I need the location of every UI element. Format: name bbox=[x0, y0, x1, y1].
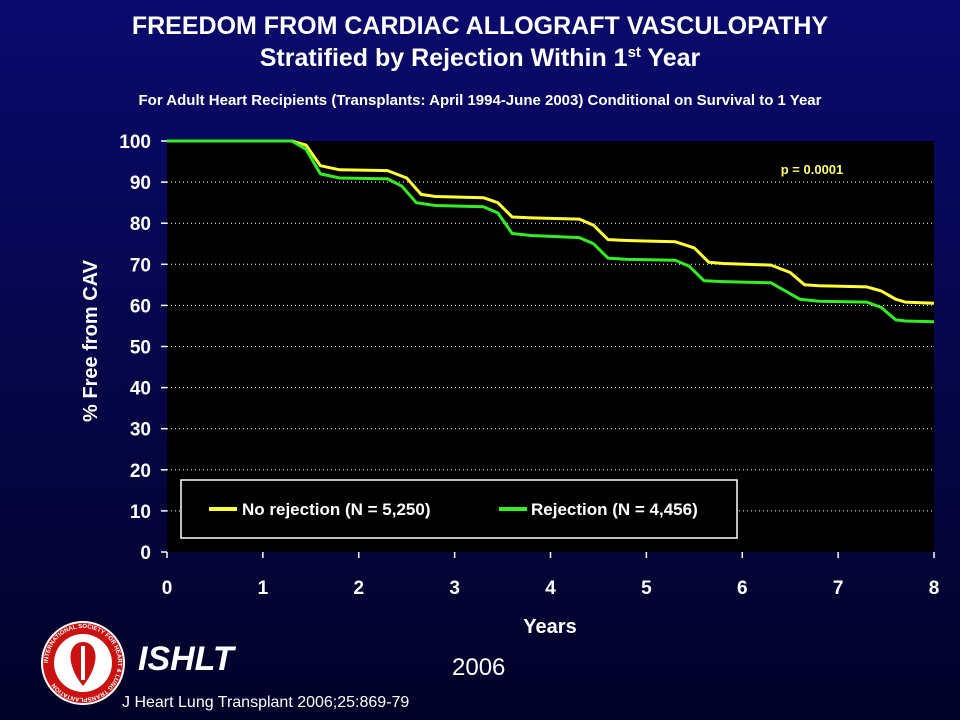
series-line-no-rejection bbox=[167, 139, 935, 305]
series-line-rejection bbox=[167, 139, 935, 324]
org-name: ISHLT bbox=[138, 640, 234, 678]
x-tick-label: 5 bbox=[641, 578, 652, 599]
legend-label-no-rejection: No rejection (N = 5,250) bbox=[242, 500, 430, 519]
chart-subtitle-line: Stratified by Rejection Within 1st Year bbox=[0, 44, 960, 73]
y-tick-label: 100 bbox=[119, 132, 151, 153]
chart-description: For Adult Heart Recipients (Transplants:… bbox=[138, 92, 822, 109]
y-tick-label: 70 bbox=[130, 255, 151, 276]
x-axis-ticks: 0 1 2 3 4 5 6 7 8 bbox=[162, 552, 940, 599]
y-tick-label: 40 bbox=[130, 379, 151, 400]
y-tick-label: 10 bbox=[130, 502, 151, 523]
title-line2-text: Stratified by Rejection Within 1 bbox=[259, 44, 628, 72]
x-axis-label: Years bbox=[523, 616, 576, 638]
title-line2-tail: Year bbox=[640, 44, 701, 72]
y-tick-label: 90 bbox=[130, 173, 151, 194]
p-value-annotation: p = 0.0001 bbox=[781, 162, 844, 177]
citation: J Heart Lung Transplant 2006;25:869-79 bbox=[122, 694, 410, 711]
x-tick-label: 1 bbox=[258, 578, 269, 599]
x-tick-label: 3 bbox=[449, 578, 460, 599]
logo-trachea bbox=[81, 646, 85, 680]
legend: No rejection (N = 5,250) Rejection (N = … bbox=[180, 479, 738, 539]
x-tick-label: 6 bbox=[737, 578, 748, 599]
x-tick-label: 0 bbox=[162, 578, 173, 599]
y-tick-label: 60 bbox=[130, 296, 151, 317]
y-tick-label: 50 bbox=[130, 338, 151, 359]
y-axis-label: % Free from CAV bbox=[80, 259, 102, 422]
y-tick-label: 0 bbox=[140, 543, 151, 564]
y-tick-label: 30 bbox=[130, 420, 151, 441]
ishlt-logo: INTERNATIONAL SOCIETY FOR HEART & LUNG T… bbox=[41, 621, 125, 705]
year-label: 2006 bbox=[452, 654, 506, 681]
y-axis-ticks: 0 10 20 30 40 50 60 70 80 90 100 bbox=[119, 132, 167, 564]
survival-curves bbox=[167, 139, 935, 324]
chart-title: FREEDOM FROM CARDIAC ALLOGRAFT VASCULOPA… bbox=[131, 12, 829, 40]
legend-label-rejection: Rejection (N = 4,456) bbox=[531, 500, 698, 519]
x-tick-label: 4 bbox=[545, 578, 556, 599]
x-tick-label: 7 bbox=[833, 578, 844, 599]
legend-box bbox=[180, 479, 738, 539]
x-tick-label: 2 bbox=[353, 578, 364, 599]
y-tick-label: 20 bbox=[130, 461, 151, 482]
title-line2-superscript: st bbox=[627, 44, 641, 61]
y-tick-label: 80 bbox=[130, 214, 151, 235]
x-tick-label: 8 bbox=[929, 578, 940, 599]
